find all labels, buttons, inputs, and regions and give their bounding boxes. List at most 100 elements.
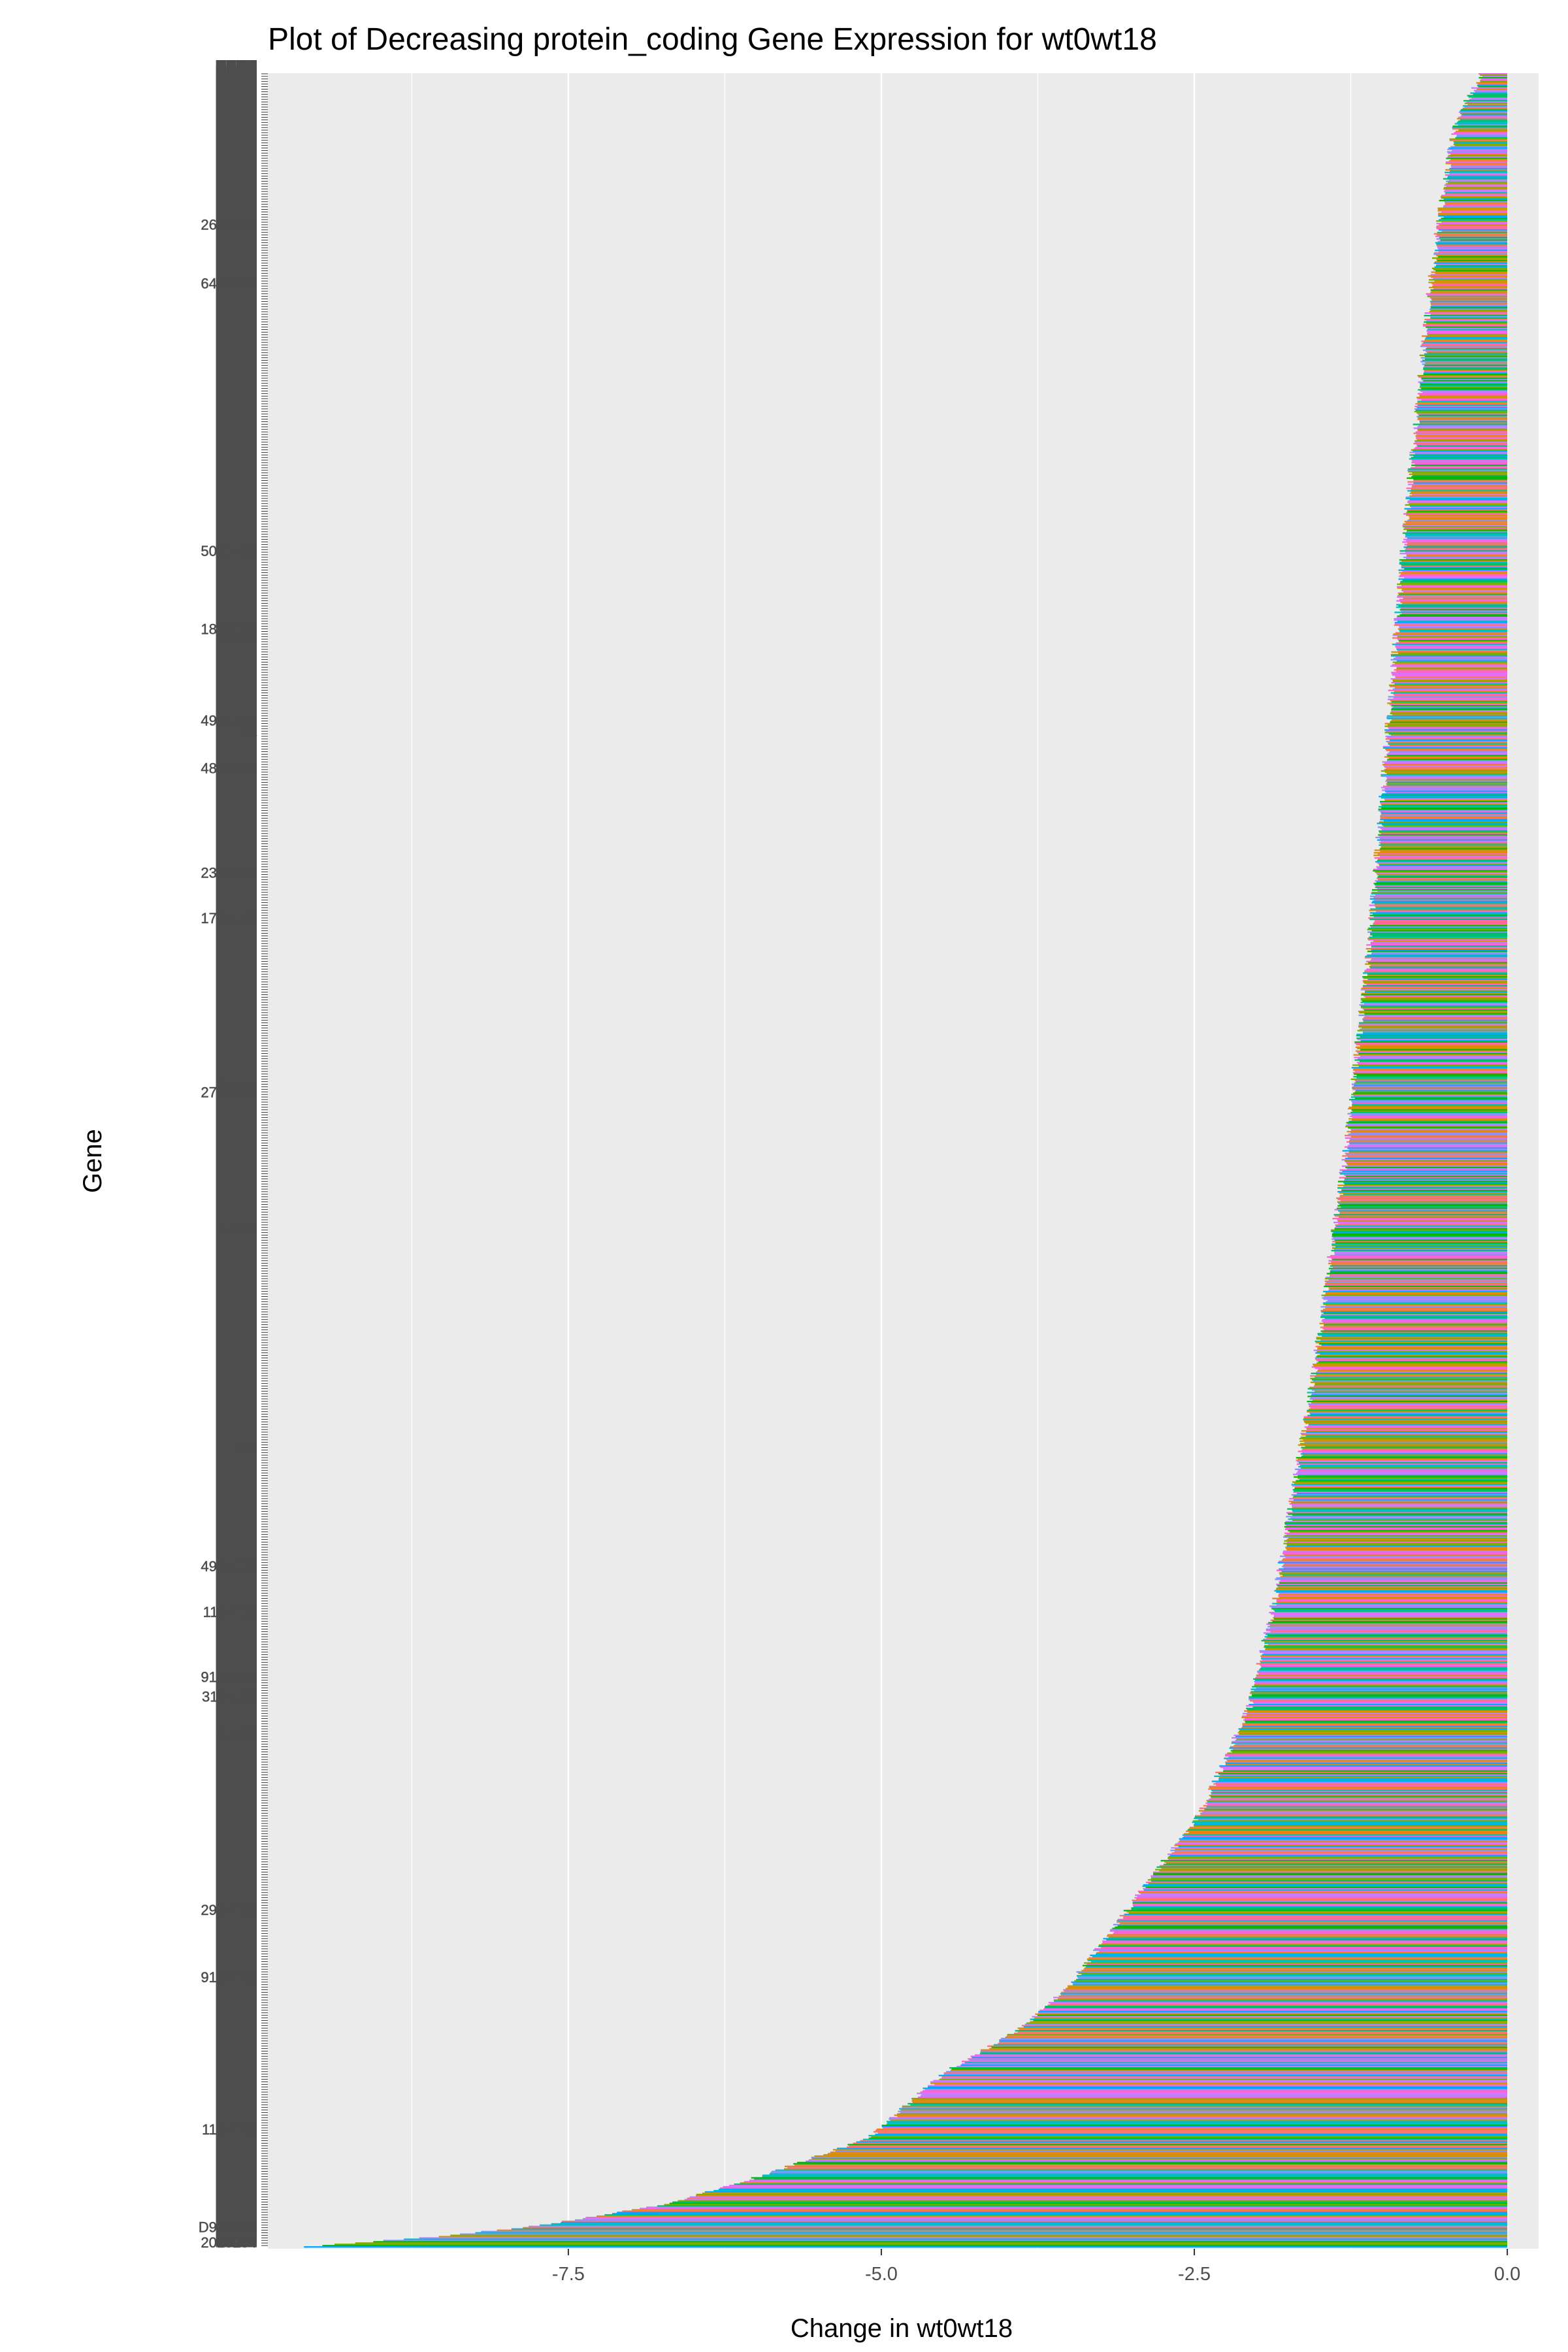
gene-label-overlap: ████: [216, 2070, 257, 2089]
gene-bar: [596, 2215, 1508, 2217]
gene-bar: [1332, 1247, 1508, 1249]
gene-bar: [1392, 719, 1508, 721]
gene-label-overlap: ████: [216, 794, 257, 813]
gene-bar: [475, 2232, 1508, 2234]
gene-bar: [1371, 892, 1508, 895]
gene-bar: [1128, 1912, 1508, 1914]
gene-label-overlap: ████: [216, 1194, 257, 1213]
gene-bar: [1413, 427, 1508, 429]
gene-label-overlap: ████: [216, 1059, 257, 1077]
gene-bar: [1153, 1874, 1508, 1876]
gene-bar: [1351, 1083, 1508, 1085]
gene-bar: [1407, 490, 1508, 492]
gene-bar: [1444, 201, 1508, 203]
gene-bar: [1420, 386, 1508, 388]
gene-bar: [1405, 549, 1508, 551]
gene-bar: [1461, 108, 1508, 111]
gene-bar: [1382, 761, 1508, 763]
gene-bar: [787, 2166, 1508, 2168]
gene-bar: [1347, 1141, 1508, 1143]
gene-label-overlap: ████: [216, 383, 257, 401]
gene-label-overlap: ████: [216, 1024, 257, 1042]
gene-label-overlap: ████: [216, 1482, 257, 1501]
gene-label-overlap: ████: [216, 883, 257, 901]
gene-bar: [1292, 1505, 1508, 1507]
gene-bar: [1454, 144, 1508, 146]
gene-bar: [1324, 1317, 1508, 1320]
gene-label-overlap: ████: [216, 1341, 257, 1360]
gene-bar: [1359, 1011, 1508, 1014]
gene-label-overlap: ████: [216, 1306, 257, 1324]
gene-bar: [1370, 967, 1508, 969]
gene-bar: [1247, 1708, 1508, 1711]
gene-bar: [1416, 397, 1508, 399]
gene-bar: [836, 2148, 1508, 2149]
gene-bar: [1397, 583, 1508, 585]
gene-bar: [1418, 381, 1508, 384]
gene-bar: [1299, 1437, 1508, 1440]
gene-bar: [1313, 1349, 1508, 1352]
gene-label-overlap: ████: [216, 1629, 257, 1648]
gene-bar: [1282, 1552, 1508, 1554]
gene-label-overlap: ████: [216, 1000, 257, 1019]
gene-bar: [1408, 470, 1508, 473]
gene-bar: [1370, 934, 1508, 936]
gene-bar: [1349, 1142, 1508, 1144]
gene-bar: [1270, 1619, 1508, 1622]
gene-bar: [1352, 1101, 1508, 1103]
gene-bar: [1335, 1215, 1508, 1217]
gene-bar: [1379, 841, 1508, 843]
gene-bar: [561, 2221, 1508, 2224]
gene-bar: [1380, 802, 1508, 804]
gene-bar: [1300, 1436, 1508, 1439]
gene-bar: [1317, 1347, 1508, 1349]
gene-bar: [1399, 582, 1508, 584]
gene-label-overlap: ████: [216, 106, 257, 125]
gene-bar: [1431, 276, 1508, 278]
gene-bar: [1348, 1107, 1508, 1110]
gene-bar: [1294, 1486, 1508, 1488]
gene-bar: [1402, 532, 1508, 534]
gene-bar: [1447, 156, 1508, 158]
gene-label-overlap: ████: [216, 459, 257, 478]
gene-bar: [1445, 193, 1508, 195]
gene-label-overlap: ████: [216, 1053, 257, 1071]
gene-label-overlap: ████: [216, 1394, 257, 1413]
gene-bar: [1286, 1512, 1508, 1514]
gene-bar: [886, 2121, 1508, 2123]
gene-bar: [404, 2238, 1508, 2240]
gene-bar: [1078, 1977, 1508, 1980]
gene-bar: [1407, 537, 1508, 539]
gene-bar: [1325, 1284, 1508, 1286]
gene-label-overlap: ████: [216, 912, 257, 930]
gene-bar: [1315, 1367, 1508, 1369]
gene-bar: [1417, 418, 1508, 420]
gene-label-overlap: ████: [216, 1300, 257, 1318]
gene-bar: [1351, 1114, 1508, 1116]
gene-bar: [1309, 1424, 1508, 1426]
gene-bar: [1394, 624, 1508, 627]
gene-bar: [1228, 1756, 1508, 1758]
gene-bar: [1286, 1549, 1508, 1551]
gene-bar: [1358, 1063, 1508, 1065]
gene-label-overlap: ████: [216, 1406, 257, 1424]
gene-bar: [1420, 382, 1508, 385]
gene-bar: [1386, 715, 1508, 717]
gene-bar: [1407, 529, 1508, 532]
gene-bar: [1084, 1967, 1508, 1969]
gene-bar: [1360, 1049, 1508, 1051]
gene-bar: [1288, 1513, 1508, 1515]
gene-label-overlap: ████: [216, 1259, 257, 1277]
gene-bar: [1436, 223, 1508, 225]
gene-bar: [1388, 733, 1508, 735]
gene-label-overlap: ████: [216, 1112, 257, 1130]
gene-label-overlap: ████: [216, 1371, 257, 1389]
gene-bar: [1316, 1350, 1508, 1352]
gene-bar: [1449, 167, 1508, 170]
gene-bar: [678, 2200, 1508, 2202]
gene-bar: [1352, 1110, 1508, 1112]
gene-bar: [1388, 743, 1508, 745]
gene-bar: [956, 2066, 1508, 2068]
gene-bar: [729, 2185, 1508, 2187]
gene-bar: [1147, 1879, 1508, 1881]
